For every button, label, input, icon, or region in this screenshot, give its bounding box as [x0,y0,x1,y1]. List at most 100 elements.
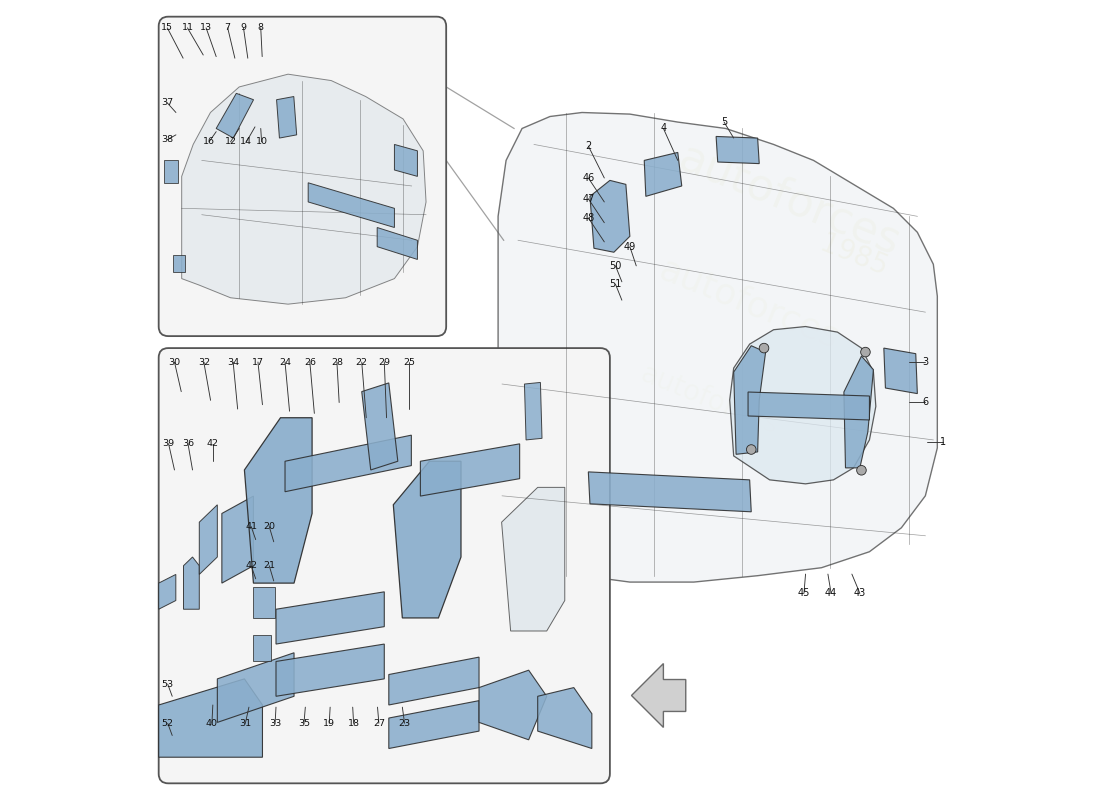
Polygon shape [498,113,937,582]
Text: 11: 11 [182,23,194,32]
Text: 14: 14 [241,138,252,146]
Polygon shape [844,356,873,468]
Circle shape [747,445,756,454]
Polygon shape [362,383,398,470]
Text: 3: 3 [922,357,928,366]
Polygon shape [420,444,519,496]
Polygon shape [285,435,411,492]
Text: 18: 18 [348,718,360,728]
Text: 37: 37 [162,98,174,107]
Text: 38: 38 [162,135,174,144]
Circle shape [759,343,769,353]
Polygon shape [590,180,630,252]
Polygon shape [158,679,263,758]
Bar [253,587,275,618]
Polygon shape [734,346,766,454]
Text: 9: 9 [241,23,246,32]
Text: 2: 2 [585,141,592,151]
Text: 17: 17 [252,358,264,366]
Polygon shape [222,496,253,583]
Text: 1: 1 [939,437,946,446]
Text: 45: 45 [798,588,810,598]
Polygon shape [388,657,478,705]
Text: 51: 51 [609,279,622,290]
Text: 20: 20 [263,522,275,531]
Text: 12: 12 [224,138,236,146]
Text: 21: 21 [263,562,275,570]
Text: 26: 26 [304,358,316,366]
Polygon shape [631,663,685,727]
Text: 5: 5 [720,117,727,127]
Polygon shape [645,153,682,196]
Text: 6: 6 [922,397,928,406]
Text: 53: 53 [162,679,174,689]
Text: 8: 8 [257,23,264,32]
Text: 10: 10 [255,138,267,146]
FancyBboxPatch shape [158,348,609,783]
Text: 52: 52 [162,718,174,728]
Polygon shape [276,644,384,696]
Circle shape [860,347,870,357]
Text: 34: 34 [227,358,239,366]
Text: 30: 30 [168,358,180,366]
Text: 29: 29 [378,358,390,366]
Polygon shape [883,348,917,394]
Polygon shape [308,182,395,227]
Text: 32: 32 [198,358,210,366]
Text: 40: 40 [206,718,218,728]
Polygon shape [588,472,751,512]
Polygon shape [244,418,312,583]
Text: 33: 33 [270,718,282,728]
Text: 46: 46 [582,173,594,183]
Text: 16: 16 [204,138,214,146]
Text: 19: 19 [323,718,336,728]
Circle shape [857,466,867,475]
Text: 48: 48 [582,213,594,223]
Text: 22: 22 [355,358,367,366]
Text: 23: 23 [398,718,410,728]
Text: 43: 43 [854,588,866,598]
Polygon shape [502,487,564,631]
Text: 47: 47 [582,194,594,204]
Text: 41: 41 [245,522,257,531]
Polygon shape [729,326,876,484]
Bar [173,254,185,272]
Bar [164,161,178,182]
Polygon shape [388,701,478,749]
Polygon shape [377,227,417,259]
Text: 24: 24 [279,358,292,366]
Polygon shape [395,145,417,176]
Polygon shape [538,687,592,749]
Text: 1985: 1985 [815,230,891,282]
Polygon shape [748,392,869,420]
Polygon shape [276,592,384,644]
Text: 36: 36 [182,439,194,448]
Text: 4: 4 [660,123,667,134]
Text: 42: 42 [245,562,257,570]
Text: autoforces: autoforces [637,359,783,441]
Text: 27: 27 [373,718,385,728]
Text: autoforces: autoforces [672,136,906,264]
Text: 28: 28 [331,358,343,366]
Text: 42: 42 [207,439,219,448]
Polygon shape [716,137,759,164]
Text: autoforces: autoforces [654,253,845,356]
Text: 15: 15 [162,23,174,32]
Polygon shape [525,382,542,440]
Polygon shape [478,670,547,740]
Text: 13: 13 [200,23,212,32]
Text: 25: 25 [403,358,415,366]
Text: 31: 31 [240,718,252,728]
Bar [253,635,272,662]
Text: 44: 44 [825,588,837,598]
Polygon shape [394,462,461,618]
Text: 39: 39 [163,439,175,448]
Polygon shape [184,557,199,610]
Text: 50: 50 [609,261,622,271]
Polygon shape [217,94,254,138]
Polygon shape [276,97,297,138]
Polygon shape [199,505,218,574]
Text: 35: 35 [298,718,310,728]
FancyBboxPatch shape [158,17,447,336]
Polygon shape [218,653,294,722]
